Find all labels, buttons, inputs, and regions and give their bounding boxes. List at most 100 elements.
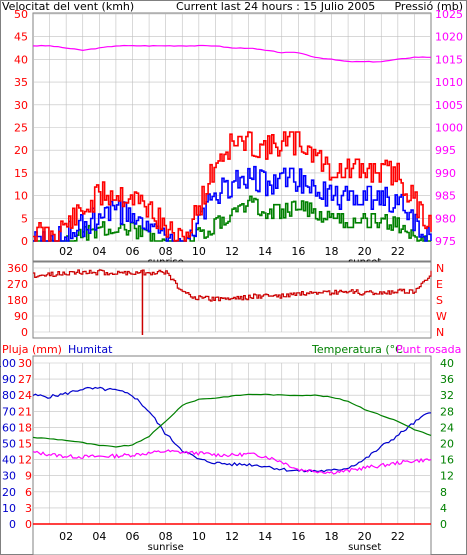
rain-tick-label: 27 (18, 373, 32, 386)
x-tick-label: 16 (291, 530, 305, 543)
y-tick-label: 180 (7, 294, 28, 307)
y-tick-label: 0 (21, 326, 28, 339)
temperature-tick-label: 4 (440, 502, 447, 515)
y-right-tick-label: 1015 (435, 53, 463, 66)
rain-tick-label: 24 (18, 389, 32, 402)
humidity-tick-label: 50 (2, 438, 16, 451)
y-right-tick-label: 995 (435, 144, 456, 157)
x-tick-label: 06 (126, 530, 140, 543)
x-tick-label: 10 (192, 530, 206, 543)
y-right-tick-label: 990 (435, 167, 456, 180)
humidity-line (32, 386, 432, 473)
x-tick-label: 20 (358, 530, 372, 543)
rain-tick-label: 30 (18, 357, 32, 370)
x-tick-label: 22 (391, 245, 405, 258)
temperature-tick-label: 20 (440, 438, 454, 451)
x-tick-label: 14 (258, 530, 272, 543)
rain-tick-label: 12 (18, 454, 32, 467)
rain-tick-label: 18 (18, 421, 32, 434)
temperature-tick-label: 28 (440, 405, 454, 418)
x-annotation-label: sunset (348, 542, 381, 553)
x-tick-label: 18 (325, 530, 339, 543)
compass-tick-label: E (436, 278, 443, 291)
x-tick-label: 04 (92, 530, 106, 543)
y-right-tick-label: 980 (435, 212, 456, 225)
y-right-tick-label: 985 (435, 190, 456, 203)
x-tick-label: 12 (225, 245, 239, 258)
x-tick-label: 02 (59, 245, 73, 258)
y-right-tick-label: 1025 (435, 8, 463, 21)
x-tick-label: 02 (59, 530, 73, 543)
x-tick-label: 22 (391, 530, 405, 543)
y-tick-label: 35 (14, 76, 28, 89)
y-tick-label: 50 (14, 8, 28, 21)
pressure-line (32, 44, 431, 63)
y-tick-label: 40 (14, 53, 28, 66)
y-right-tick-label: 1010 (435, 76, 463, 89)
temperature-axis-label: Temperatura (°C (311, 343, 403, 356)
x-tick-label: 06 (126, 245, 140, 258)
rain-tick-label: 21 (18, 405, 32, 418)
y-right-tick-label: 975 (435, 235, 456, 248)
y-tick-label: 30 (14, 99, 28, 112)
pressure-axis-label: Pressió (mb) (394, 0, 463, 13)
humidity-tick-label: 30 (2, 470, 16, 483)
compass-tick-label: N (436, 326, 444, 339)
y-tick-label: 10 (14, 190, 28, 203)
x-tick-label: 08 (159, 530, 173, 543)
humidity-axis-label: Humitat (68, 343, 113, 356)
wind-direction-line (33, 269, 432, 302)
temperature-tick-label: 0 (440, 518, 447, 531)
humidity-tick-label: 20 (2, 486, 16, 499)
y-tick-label: 20 (14, 144, 28, 157)
temperature-tick-label: 40 (440, 357, 454, 370)
temperature-tick-label: 24 (440, 421, 454, 434)
humidity-tick-label: 100 (0, 357, 16, 370)
y-tick-label: 45 (14, 31, 28, 44)
wind-axis-label: Velocitat del vent (kmh) (2, 0, 134, 13)
compass-tick-label: W (436, 310, 447, 323)
y-right-tick-label: 1020 (435, 31, 463, 44)
rain-tick-label: 15 (18, 438, 32, 451)
humidity-tick-label: 80 (2, 389, 16, 402)
rain-tick-label: 0 (25, 518, 32, 531)
humidity-tick-label: 70 (2, 405, 16, 418)
temperature-tick-label: 16 (440, 454, 454, 467)
y-tick-label: 5 (21, 212, 28, 225)
x-tick-label: 18 (325, 245, 339, 258)
x-tick-label: 04 (92, 245, 106, 258)
temperature-tick-label: 8 (440, 486, 447, 499)
humidity-tick-label: 10 (2, 502, 16, 515)
rain-tick-label: 6 (25, 486, 32, 499)
humidity-tick-label: 0 (9, 518, 16, 531)
dewpoint-line (32, 449, 432, 475)
temperature-line (32, 393, 432, 448)
rain-tick-label: 9 (25, 470, 32, 483)
x-tick-label: 10 (192, 245, 206, 258)
compass-tick-label: S (436, 294, 443, 307)
dewpoint-axis-label: Punt rosada (396, 343, 461, 356)
x-tick-label: 16 (291, 245, 305, 258)
y-tick-label: 0 (21, 235, 28, 248)
x-tick-label: 14 (258, 245, 272, 258)
compass-tick-label: N (436, 262, 444, 275)
wind-gust-line (33, 131, 432, 242)
humidity-tick-label: 40 (2, 454, 16, 467)
y-tick-label: 15 (14, 167, 28, 180)
x-tick-label: 08 (159, 245, 173, 258)
wind-average-line (33, 165, 432, 242)
y-right-tick-label: 1005 (435, 99, 463, 112)
wind-minimum-line (33, 195, 431, 242)
y-tick-label: 360 (7, 262, 28, 275)
rain-tick-label: 3 (25, 502, 32, 515)
y-tick-label: 25 (14, 122, 28, 135)
temperature-tick-label: 36 (440, 373, 454, 386)
humidity-tick-label: 60 (2, 421, 16, 434)
temperature-tick-label: 32 (440, 389, 454, 402)
x-tick-label: 12 (225, 530, 239, 543)
chart-title: Current last 24 hours : 15 Julio 2005 (176, 0, 375, 13)
x-annotation-label: sunrise (148, 542, 184, 553)
